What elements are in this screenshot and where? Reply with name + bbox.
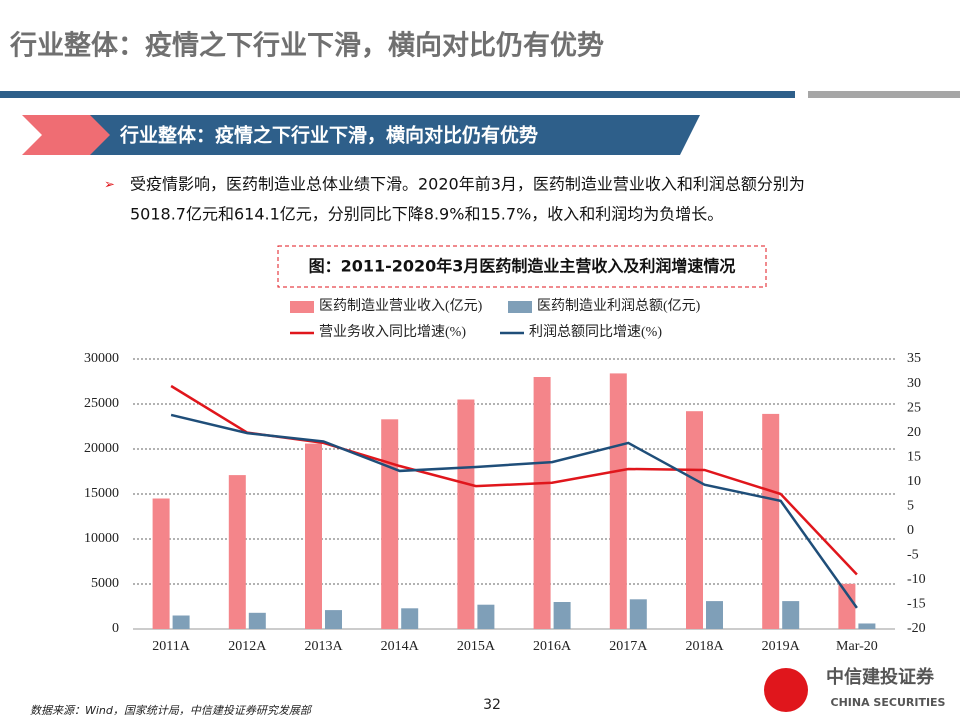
bar — [609, 373, 627, 629]
bar — [248, 612, 266, 629]
legend-label: 医药制造业营业收入(亿元) — [319, 298, 483, 314]
y-tick-label: 5000 — [91, 576, 119, 591]
legend-swatch — [290, 301, 314, 313]
bar — [838, 583, 856, 629]
source: 数据来源：Wind，国家统计局，中信建投证券研究发展部 — [30, 704, 313, 717]
y-tick-label: 30000 — [84, 351, 119, 366]
y-tick-label: 0 — [112, 621, 119, 636]
y2-tick-label: 0 — [907, 523, 914, 538]
bullet-text: 5018.7亿元和614.1亿元，分别同比下降8.9%和15.7%，收入和利润均… — [130, 205, 723, 224]
bar — [325, 610, 342, 629]
bar — [457, 399, 475, 629]
y2-tick-label: -20 — [907, 621, 926, 636]
line — [170, 413, 858, 609]
y-tick-label: 10000 — [84, 531, 119, 546]
x-tick-label: 2016A — [533, 639, 572, 654]
chart-title-box — [277, 245, 767, 288]
logo-text: 中信建投证券 — [826, 666, 935, 688]
bar — [706, 601, 723, 629]
logo-mark — [764, 668, 808, 712]
bar — [782, 601, 800, 629]
bar — [858, 623, 876, 629]
chart-title: 图：2011-2020年3月医药制造业主营收入及利润增速情况 — [309, 257, 736, 276]
y-tick-label: 20000 — [84, 441, 119, 456]
x-tick-label: 2019A — [762, 639, 801, 654]
banner — [90, 115, 700, 155]
bar — [401, 608, 419, 629]
bar — [533, 377, 551, 629]
bullet-marker: ➢ — [104, 178, 115, 193]
x-tick-label: Mar-20 — [836, 639, 878, 654]
y2-tick-label: -5 — [907, 548, 919, 563]
y2-tick-label: 25 — [907, 400, 921, 415]
x-tick-label: 2014A — [381, 639, 420, 654]
y2-tick-label: -15 — [907, 597, 926, 612]
legend-label: 营业务收入同比增速(%) — [319, 324, 466, 340]
legend-swatch — [508, 301, 532, 313]
header-rule-gray — [808, 91, 960, 98]
x-tick-label: 2012A — [228, 639, 267, 654]
x-tick-label: 2011A — [152, 639, 190, 654]
banner-text: 行业整体：疫情之下行业下滑，横向对比仍有优势 — [119, 124, 538, 147]
bar — [152, 498, 170, 629]
bar — [228, 475, 246, 629]
y2-tick-label: 35 — [907, 351, 921, 366]
bar — [629, 599, 647, 629]
legend-label: 利润总额同比增速(%) — [529, 324, 662, 340]
y-tick-label: 25000 — [84, 396, 119, 411]
x-tick-label: 2015A — [457, 639, 496, 654]
bullet-text: 受疫情影响，医药制造业总体业绩下滑。2020年前3月，医药制造业营业收入和利润总… — [130, 175, 805, 194]
slide-title: 行业整体：疫情之下行业下滑，横向对比仍有优势 — [9, 30, 604, 62]
page-number: 32 — [483, 697, 501, 713]
bar — [686, 411, 703, 629]
y2-tick-label: 15 — [907, 449, 921, 464]
bar — [762, 413, 780, 629]
x-tick-label: 2018A — [685, 639, 724, 654]
header-rule — [0, 91, 795, 98]
line — [170, 384, 858, 576]
legend-label: 医药制造业利润总额(亿元) — [537, 298, 701, 314]
x-tick-label: 2017A — [609, 639, 648, 654]
logo-text-en: CHINA SECURITIES — [831, 696, 946, 709]
bar — [172, 615, 190, 629]
bar — [553, 602, 571, 629]
bar — [305, 443, 322, 629]
x-tick-label: 2013A — [304, 639, 343, 654]
bar — [381, 419, 399, 629]
y2-tick-label: 20 — [907, 425, 921, 440]
y2-tick-label: 10 — [907, 474, 921, 489]
bar — [477, 604, 495, 629]
y-tick-label: 15000 — [84, 486, 119, 501]
y2-tick-label: 5 — [907, 498, 914, 513]
y2-tick-label: 30 — [907, 376, 921, 391]
y2-tick-label: -10 — [907, 572, 926, 587]
